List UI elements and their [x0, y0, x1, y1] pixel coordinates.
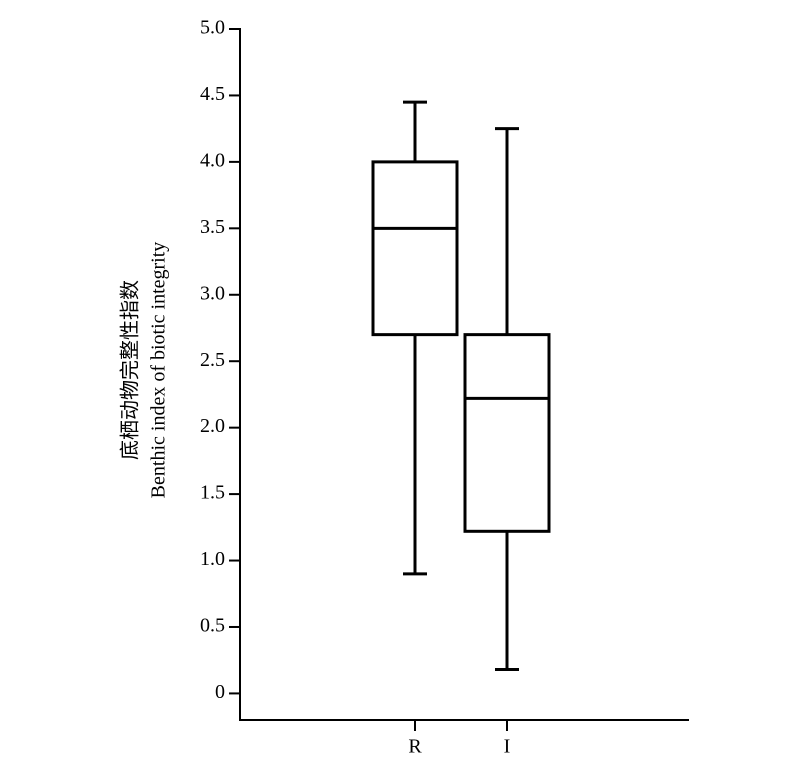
y-axis-label: 底栖动物完整性指数 [119, 280, 142, 460]
y-tick-label: 0.5 [200, 615, 225, 637]
box [463, 333, 551, 533]
y-tick-label: 5.0 [200, 17, 225, 39]
y-tick-label: 1.0 [200, 548, 225, 570]
y-tick-label: 2.0 [200, 415, 225, 437]
y-tick-label: 3.5 [200, 216, 225, 238]
y-tick-label: 4.0 [200, 149, 225, 171]
y-tick-label: 0 [215, 681, 225, 703]
y-axis-label: Benthic index of biotic integrity [148, 242, 170, 499]
box [371, 160, 459, 337]
y-tick-label: 2.5 [200, 349, 225, 371]
y-tick-label: 4.5 [200, 83, 225, 105]
y-tick-label: 3.0 [200, 282, 225, 304]
x-tick-label: I [504, 736, 511, 758]
y-tick-label: 1.5 [200, 482, 225, 504]
x-tick-label: R [408, 736, 422, 758]
